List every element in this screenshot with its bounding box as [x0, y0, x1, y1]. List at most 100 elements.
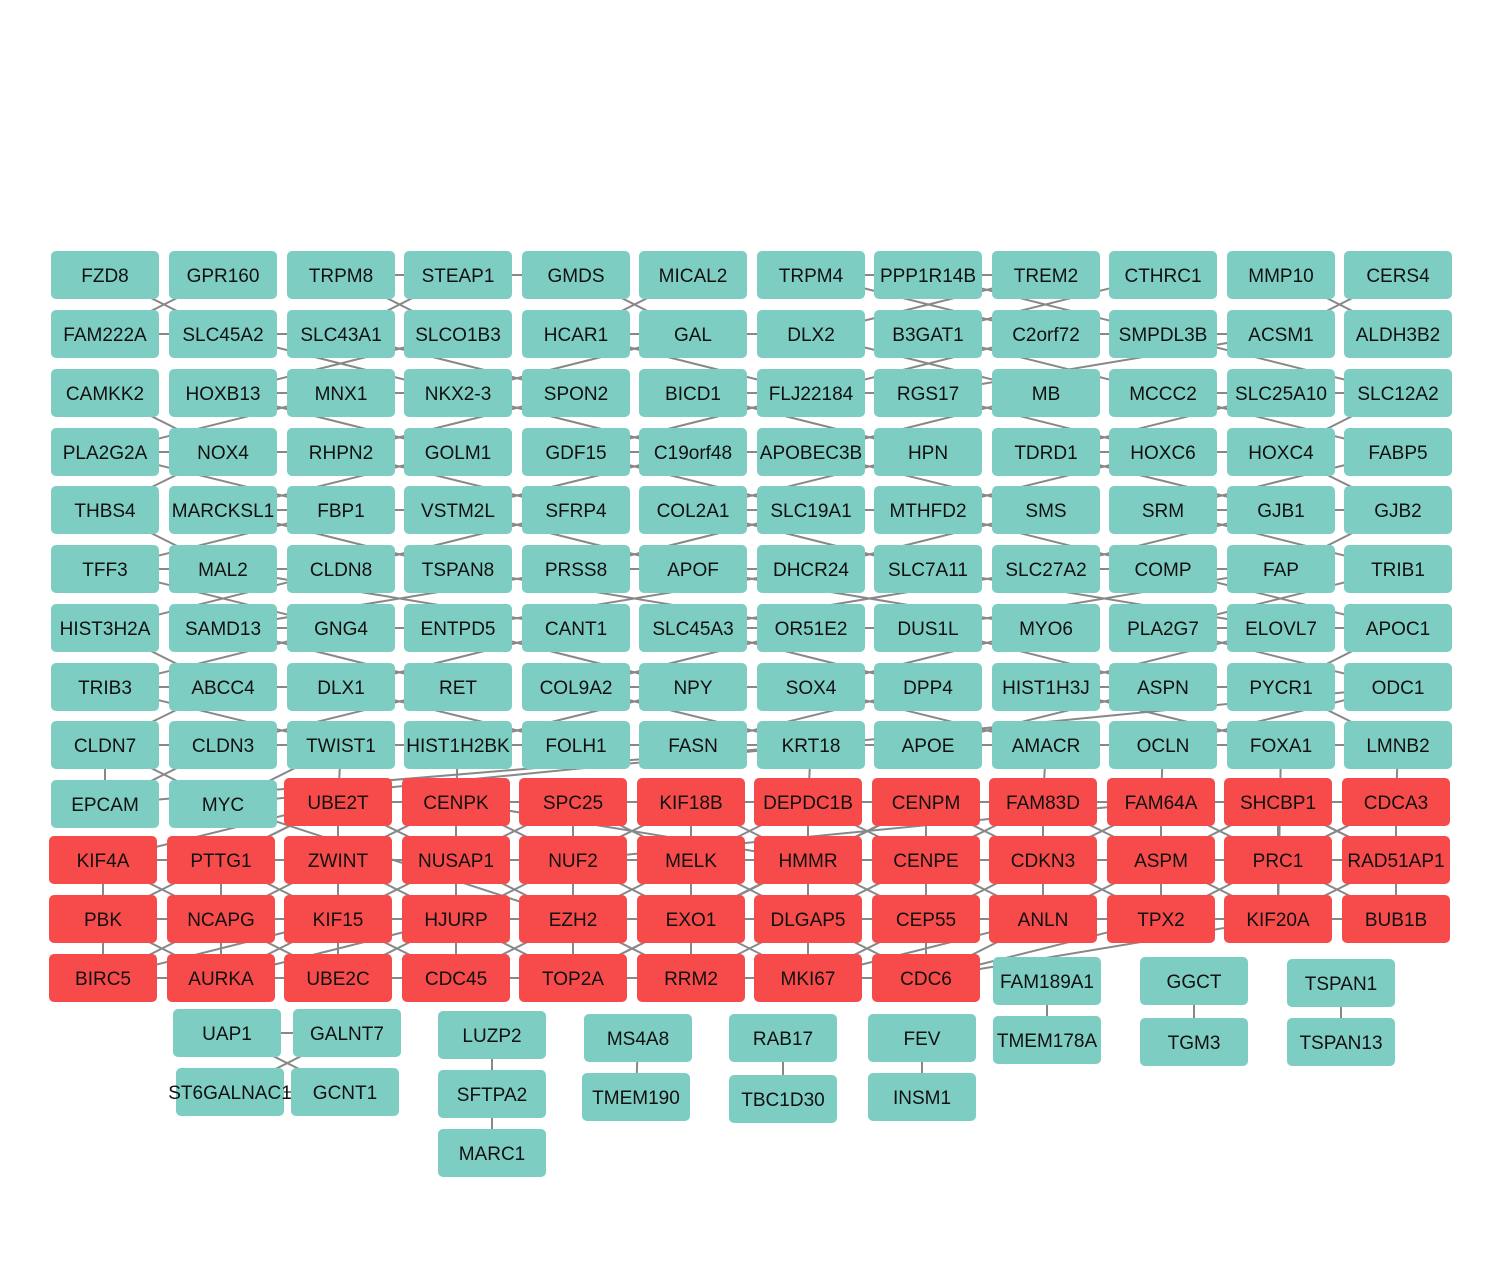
- node-MS4A8[interactable]: MS4A8: [584, 1014, 692, 1062]
- node-FABP5[interactable]: FABP5: [1344, 428, 1452, 476]
- node-SFTPA2[interactable]: SFTPA2: [438, 1070, 546, 1118]
- node-SFRP4[interactable]: SFRP4: [522, 486, 630, 534]
- node-MICAL2[interactable]: MICAL2: [639, 251, 747, 299]
- node-GCNT1[interactable]: GCNT1: [291, 1068, 399, 1116]
- node-CENPM[interactable]: CENPM: [872, 778, 980, 826]
- node-MCCC2[interactable]: MCCC2: [1109, 369, 1217, 417]
- node-HJURP[interactable]: HJURP: [402, 895, 510, 943]
- node-FAM64A[interactable]: FAM64A: [1107, 778, 1215, 826]
- node-TGM3[interactable]: TGM3: [1140, 1018, 1248, 1066]
- node-TRPM4[interactable]: TRPM4: [757, 251, 865, 299]
- node-GOLM1[interactable]: GOLM1: [404, 428, 512, 476]
- node-LMNB2[interactable]: LMNB2: [1344, 721, 1452, 769]
- node-FZD8[interactable]: FZD8: [51, 251, 159, 299]
- node-RGS17[interactable]: RGS17: [874, 369, 982, 417]
- node-TMEM178A[interactable]: TMEM178A: [993, 1016, 1101, 1064]
- node-TREM2[interactable]: TREM2: [992, 251, 1100, 299]
- node-NKX2-3[interactable]: NKX2-3: [404, 369, 512, 417]
- node-OCLN[interactable]: OCLN: [1109, 721, 1217, 769]
- node-GDF15[interactable]: GDF15: [522, 428, 630, 476]
- node-DLX1[interactable]: DLX1: [287, 663, 395, 711]
- node-COL2A1[interactable]: COL2A1: [639, 486, 747, 534]
- node-CDCA3[interactable]: CDCA3: [1342, 778, 1450, 826]
- node-SLC45A2[interactable]: SLC45A2: [169, 310, 277, 358]
- node-RET[interactable]: RET: [404, 663, 512, 711]
- node-PBK[interactable]: PBK: [49, 895, 157, 943]
- node-GJB1[interactable]: GJB1: [1227, 486, 1335, 534]
- node-COMP[interactable]: COMP: [1109, 545, 1217, 593]
- node-HIST1H3J[interactable]: HIST1H3J: [992, 663, 1100, 711]
- node-NUSAP1[interactable]: NUSAP1: [402, 836, 510, 884]
- node-ACSM1[interactable]: ACSM1: [1227, 310, 1335, 358]
- node-RAD51AP1[interactable]: RAD51AP1: [1342, 836, 1450, 884]
- node-DLGAP5[interactable]: DLGAP5: [754, 895, 862, 943]
- node-CENPE[interactable]: CENPE: [872, 836, 980, 884]
- node-MELK[interactable]: MELK: [637, 836, 745, 884]
- node-TDRD1[interactable]: TDRD1: [992, 428, 1100, 476]
- node-APOE[interactable]: APOE: [874, 721, 982, 769]
- node-NPY[interactable]: NPY: [639, 663, 747, 711]
- node-NUF2[interactable]: NUF2: [519, 836, 627, 884]
- node-NOX4[interactable]: NOX4: [169, 428, 277, 476]
- node-TSPAN8[interactable]: TSPAN8: [404, 545, 512, 593]
- node-GAL[interactable]: GAL: [639, 310, 747, 358]
- node-RHPN2[interactable]: RHPN2: [287, 428, 395, 476]
- node-NCAPG[interactable]: NCAPG: [167, 895, 275, 943]
- node-MARC1[interactable]: MARC1: [438, 1129, 546, 1177]
- node-SMPDL3B[interactable]: SMPDL3B: [1109, 310, 1217, 358]
- node-STEAP1[interactable]: STEAP1: [404, 251, 512, 299]
- node-HMMR[interactable]: HMMR: [754, 836, 862, 884]
- node-TBC1D30[interactable]: TBC1D30: [729, 1075, 837, 1123]
- node-APOC1[interactable]: APOC1: [1344, 604, 1452, 652]
- node-TRPM8[interactable]: TRPM8: [287, 251, 395, 299]
- node-PPP1R14B[interactable]: PPP1R14B: [874, 251, 982, 299]
- node-SPON2[interactable]: SPON2: [522, 369, 630, 417]
- node-RRM2[interactable]: RRM2: [637, 954, 745, 1002]
- node-DHCR24[interactable]: DHCR24: [757, 545, 865, 593]
- node-ASPM[interactable]: ASPM: [1107, 836, 1215, 884]
- node-MARCKSL1[interactable]: MARCKSL1: [169, 486, 277, 534]
- node-UBE2C[interactable]: UBE2C: [284, 954, 392, 1002]
- node-EZH2[interactable]: EZH2: [519, 895, 627, 943]
- node-MNX1[interactable]: MNX1: [287, 369, 395, 417]
- node-DUS1L[interactable]: DUS1L: [874, 604, 982, 652]
- node-AMACR[interactable]: AMACR: [992, 721, 1100, 769]
- node-KIF4A[interactable]: KIF4A: [49, 836, 157, 884]
- node-ASPN[interactable]: ASPN: [1109, 663, 1217, 711]
- node-GPR160[interactable]: GPR160: [169, 251, 277, 299]
- node-LUZP2[interactable]: LUZP2: [438, 1011, 546, 1059]
- node-PLA2G2A[interactable]: PLA2G2A: [51, 428, 159, 476]
- node-MYC[interactable]: MYC: [169, 780, 277, 828]
- node-TOP2A[interactable]: TOP2A: [519, 954, 627, 1002]
- node-EPCAM[interactable]: EPCAM: [51, 780, 159, 828]
- node-FEV[interactable]: FEV: [868, 1014, 976, 1062]
- node-MYO6[interactable]: MYO6: [992, 604, 1100, 652]
- node-ANLN[interactable]: ANLN: [989, 895, 1097, 943]
- node-FLJ22184[interactable]: FLJ22184: [757, 369, 865, 417]
- node-C2orf72[interactable]: C2orf72: [992, 310, 1100, 358]
- node-CERS4[interactable]: CERS4: [1344, 251, 1452, 299]
- node-EXO1[interactable]: EXO1: [637, 895, 745, 943]
- node-CLDN3[interactable]: CLDN3: [169, 721, 277, 769]
- node-INSM1[interactable]: INSM1: [868, 1073, 976, 1121]
- node-CDKN3[interactable]: CDKN3: [989, 836, 1097, 884]
- node-BICD1[interactable]: BICD1: [639, 369, 747, 417]
- node-GALNT7[interactable]: GALNT7: [293, 1009, 401, 1057]
- node-UAP1[interactable]: UAP1: [173, 1009, 281, 1057]
- node-CDC45[interactable]: CDC45: [402, 954, 510, 1002]
- node-MB[interactable]: MB: [992, 369, 1100, 417]
- node-BIRC5[interactable]: BIRC5: [49, 954, 157, 1002]
- node-ENTPD5[interactable]: ENTPD5: [404, 604, 512, 652]
- node-CDC6[interactable]: CDC6: [872, 954, 980, 1002]
- node-SLC19A1[interactable]: SLC19A1: [757, 486, 865, 534]
- node-CLDN8[interactable]: CLDN8: [287, 545, 395, 593]
- node-DLX2[interactable]: DLX2: [757, 310, 865, 358]
- node-SLC45A3[interactable]: SLC45A3: [639, 604, 747, 652]
- node-ELOVL7[interactable]: ELOVL7: [1227, 604, 1335, 652]
- node-KRT18[interactable]: KRT18: [757, 721, 865, 769]
- node-APOBEC3B[interactable]: APOBEC3B: [757, 428, 865, 476]
- node-SLCO1B3[interactable]: SLCO1B3: [404, 310, 512, 358]
- node-MTHFD2[interactable]: MTHFD2: [874, 486, 982, 534]
- node-TRIB3[interactable]: TRIB3: [51, 663, 159, 711]
- node-C19orf48[interactable]: C19orf48: [639, 428, 747, 476]
